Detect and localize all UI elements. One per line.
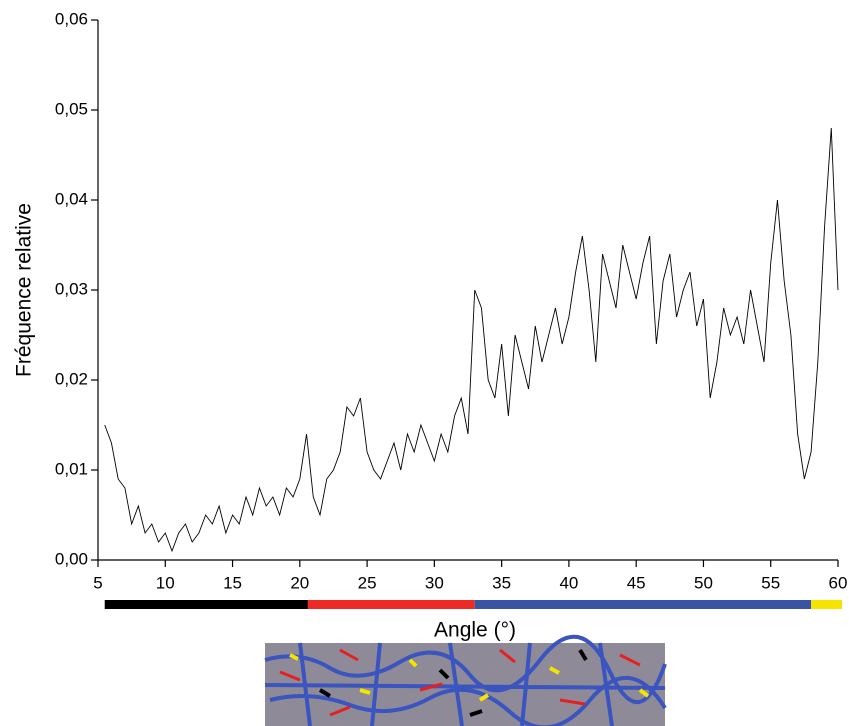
- x-tick-label: 45: [627, 573, 646, 592]
- micrograph-grains: [264, 634, 667, 726]
- y-tick-label: 0,01: [55, 459, 88, 478]
- micrograph-red: [279, 648, 641, 717]
- y-axis-label: Fréquence relative: [13, 203, 36, 377]
- angle-band: [811, 600, 843, 609]
- x-tick-label: 40: [559, 573, 578, 592]
- x-tick-label: 15: [223, 573, 242, 592]
- micrograph-black: [318, 648, 588, 717]
- micrograph-yellow: [289, 653, 650, 702]
- angle-band: [474, 600, 812, 609]
- x-tick-label: 20: [290, 573, 309, 592]
- y-tick-label: 0,02: [55, 369, 88, 388]
- y-tick-label: 0,00: [55, 549, 88, 568]
- x-tick-label: 55: [761, 573, 780, 592]
- y-tick-label: 0,06: [55, 9, 88, 28]
- y-tick-label: 0,04: [55, 189, 88, 208]
- y-tick-label: 0,05: [55, 99, 88, 118]
- x-tick-label: 35: [492, 573, 511, 592]
- x-tick-label: 50: [694, 573, 713, 592]
- x-tick-label: 30: [425, 573, 444, 592]
- micrograph: [264, 634, 667, 726]
- x-tick-label: 25: [358, 573, 377, 592]
- x-tick-label: 60: [829, 573, 848, 592]
- angle-band: [307, 600, 475, 609]
- x-tick-label: 10: [156, 573, 175, 592]
- data-line: [104, 127, 839, 553]
- x-tick-label: 5: [93, 573, 102, 592]
- y-tick-label: 0,03: [55, 279, 88, 298]
- x-axis-label: Angle (°): [434, 619, 516, 642]
- angle-band: [104, 600, 308, 609]
